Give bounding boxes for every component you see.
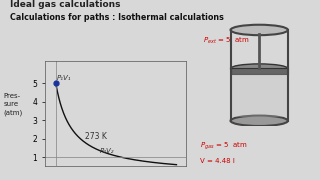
Text: P₂V₂: P₂V₂ <box>100 148 114 154</box>
Bar <box>230 74 288 117</box>
Text: $P_{ext}$ = 5  atm: $P_{ext}$ = 5 atm <box>203 36 250 46</box>
Text: Calculations for paths : Isothermal calculations: Calculations for paths : Isothermal calc… <box>10 13 223 22</box>
Ellipse shape <box>230 64 288 73</box>
Text: Pres-
sure
(atm): Pres- sure (atm) <box>3 93 22 116</box>
Ellipse shape <box>230 116 288 126</box>
Text: $P_{gas}$ = 5  atm: $P_{gas}$ = 5 atm <box>200 140 248 152</box>
Ellipse shape <box>230 25 288 35</box>
Text: V = 4.48 l: V = 4.48 l <box>200 158 235 164</box>
Text: 273 K: 273 K <box>85 132 107 141</box>
Bar <box>230 68 288 74</box>
Text: P₁V₁: P₁V₁ <box>57 75 72 81</box>
Text: Ideal gas calculations: Ideal gas calculations <box>10 0 120 9</box>
